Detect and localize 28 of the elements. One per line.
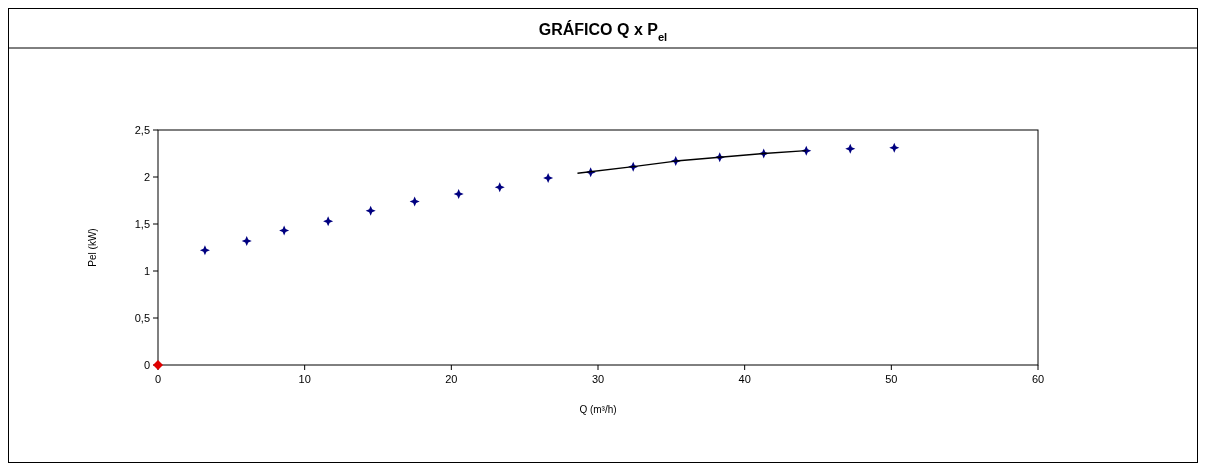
y-tick-label: 0,5 bbox=[134, 312, 150, 324]
y-tick-label: 2,5 bbox=[134, 124, 150, 136]
y-tick-label: 1,5 bbox=[134, 218, 150, 230]
y-axis-title: Pel (kW) bbox=[87, 228, 98, 267]
point bbox=[241, 235, 252, 246]
x-tick-label: 20 bbox=[445, 373, 458, 385]
point bbox=[543, 172, 554, 183]
point bbox=[153, 360, 163, 370]
y-tick-label: 0 bbox=[143, 359, 150, 371]
y-tick-label: 1 bbox=[143, 265, 150, 277]
x-tick-label: 10 bbox=[298, 373, 311, 385]
x-tick-label: 30 bbox=[591, 373, 605, 385]
x-tick-label: 40 bbox=[738, 373, 751, 385]
chart-title: GRÁFICO Q x P$_{el}$ bbox=[538, 20, 668, 43]
point bbox=[889, 142, 900, 153]
x-axis-title: Q (m³/h) bbox=[579, 404, 617, 415]
point bbox=[845, 143, 856, 154]
point bbox=[453, 188, 464, 199]
x-tick-label: 50 bbox=[885, 373, 898, 385]
point bbox=[323, 216, 334, 227]
point bbox=[365, 205, 376, 216]
y-tick-label: 2 bbox=[143, 171, 150, 183]
point bbox=[494, 182, 505, 193]
point bbox=[409, 196, 420, 207]
x-tick-label: 0 bbox=[154, 373, 162, 385]
x-tick-label: 60 bbox=[1031, 373, 1045, 385]
point bbox=[279, 225, 290, 236]
point bbox=[199, 245, 210, 256]
